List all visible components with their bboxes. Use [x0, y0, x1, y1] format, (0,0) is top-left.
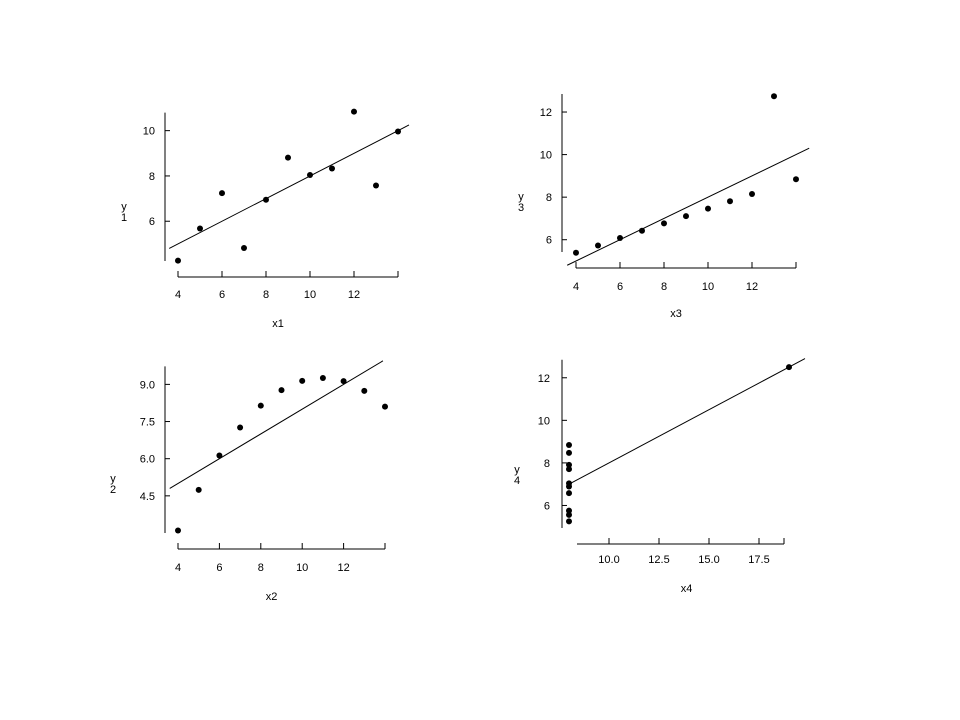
data-point — [683, 213, 689, 220]
data-point — [351, 108, 357, 115]
data-point — [639, 227, 645, 234]
y-tick-label: 8 — [544, 458, 550, 470]
y-tick-label: 7.5 — [140, 417, 155, 429]
x-tick-label: 10 — [702, 281, 714, 293]
data-point — [175, 527, 181, 534]
y-axis-label: 4 — [514, 475, 520, 487]
panel-x1-y1: 6 8 10 4 6 8 10 12 x1 y1 — [121, 108, 410, 330]
data-point — [786, 364, 792, 371]
data-point — [727, 198, 733, 205]
x-tick-label: 10 — [296, 562, 308, 574]
data-point — [793, 176, 799, 183]
y-tick-label: 10 — [540, 150, 552, 162]
x-tick-label: 10 — [304, 289, 316, 301]
data-point — [263, 196, 269, 203]
x-axis-label: x3 — [670, 308, 682, 320]
x-tick-label: 4 — [175, 289, 181, 301]
data-point — [566, 466, 572, 473]
data-point — [175, 257, 181, 264]
data-point — [319, 374, 326, 381]
x-axis-label: x1 — [272, 318, 284, 330]
data-point — [771, 93, 777, 100]
x-tick-label: 4 — [175, 562, 181, 574]
x-tick-label: 8 — [258, 562, 264, 574]
panel-x3-y3: 6 8 10 12 4 6 8 10 12 x3 y3 — [518, 93, 810, 320]
data-point — [566, 511, 572, 518]
data-point — [395, 128, 401, 135]
y-axis-label: y — [514, 464, 520, 476]
x-axis-label: x4 — [681, 583, 693, 595]
x-tick-label: 17.5 — [748, 554, 769, 566]
x-tick-label: 6 — [617, 281, 623, 293]
y-tick-label: 12 — [540, 107, 552, 119]
data-point — [285, 154, 291, 161]
regression-line — [567, 358, 806, 486]
x-tick-label: 12 — [746, 281, 758, 293]
data-point — [299, 377, 306, 384]
data-point — [595, 242, 601, 249]
data-point — [340, 378, 347, 385]
y-tick-label: 6.0 — [140, 454, 155, 466]
data-point — [195, 486, 202, 493]
data-point — [361, 387, 368, 394]
panel-x4-y4: 6 8 10 12 10.0 12.5 15.0 17.5 x4 y4 — [514, 358, 806, 595]
data-point — [566, 442, 572, 449]
data-point — [617, 235, 623, 242]
data-point — [257, 402, 264, 409]
x-axis-label: x2 — [266, 591, 278, 603]
y-axis-label: y — [518, 191, 524, 203]
y-tick-label: 10 — [538, 415, 550, 427]
x-tick-label: 12 — [348, 289, 360, 301]
y-tick-label: 4.5 — [140, 491, 155, 503]
regression-line — [168, 124, 410, 249]
y-tick-label: 8 — [149, 171, 155, 183]
x-tick-label: 6 — [219, 289, 225, 301]
data-point — [216, 452, 223, 459]
x-tick-label: 8 — [263, 289, 269, 301]
data-point — [566, 449, 572, 456]
data-point — [197, 225, 203, 232]
data-point — [329, 165, 335, 172]
data-point — [566, 483, 572, 490]
y-axis-label: 1 — [121, 212, 127, 224]
y-tick-label: 6 — [149, 216, 155, 228]
y-tick-label: 8 — [546, 192, 552, 204]
data-point — [661, 220, 667, 227]
y-tick-label: 9.0 — [140, 379, 155, 391]
data-point — [705, 205, 711, 212]
x-tick-label: 15.0 — [698, 554, 719, 566]
y-axis-label: y — [110, 473, 116, 485]
y-tick-label: 6 — [544, 500, 550, 512]
data-point — [749, 190, 755, 197]
x-tick-label: 12 — [337, 562, 349, 574]
y-tick-label: 12 — [538, 373, 550, 385]
data-point — [307, 172, 313, 179]
data-point — [573, 249, 579, 256]
y-tick-label: 6 — [546, 235, 552, 247]
y-axis-label: y — [121, 201, 127, 213]
x-tick-label: 12.5 — [648, 554, 669, 566]
y-axis-label: 2 — [110, 484, 116, 496]
y-axis-label: 3 — [518, 202, 524, 214]
data-point — [219, 190, 225, 197]
x-tick-label: 10.0 — [598, 554, 619, 566]
panel-x2-y2: 4.5 6.0 7.5 9.0 4 6 8 10 12 x2 y2 — [110, 360, 388, 603]
data-point — [566, 461, 572, 468]
data-point — [382, 403, 388, 410]
data-point — [278, 387, 285, 394]
data-point — [237, 424, 244, 431]
data-point — [566, 518, 572, 525]
regression-line — [169, 360, 384, 489]
x-tick-label: 8 — [661, 281, 667, 293]
x-tick-label: 4 — [573, 281, 579, 293]
data-point — [566, 507, 572, 514]
regression-line — [566, 147, 810, 266]
data-point — [241, 244, 247, 251]
x-tick-label: 6 — [216, 562, 222, 574]
data-point — [566, 490, 572, 497]
data-point — [373, 182, 379, 189]
y-tick-label: 10 — [143, 126, 155, 138]
